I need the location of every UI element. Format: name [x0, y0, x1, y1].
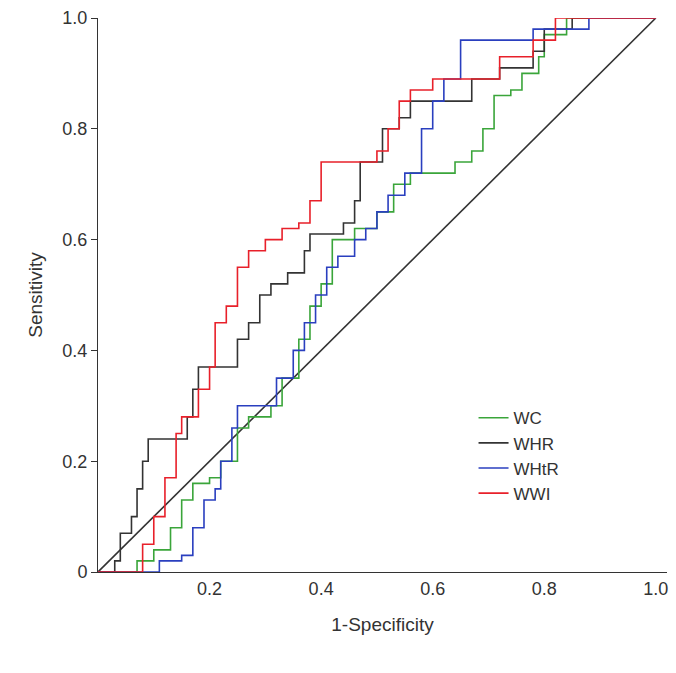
svg-text:0.8: 0.8 [62, 119, 87, 139]
svg-text:0.2: 0.2 [197, 579, 222, 599]
svg-text:0: 0 [77, 562, 87, 582]
svg-text:WHtR: WHtR [514, 460, 559, 479]
svg-text:WC: WC [514, 409, 542, 428]
svg-text:0.6: 0.6 [62, 230, 87, 250]
svg-text:WWI: WWI [514, 485, 551, 504]
svg-text:1-Specificity: 1-Specificity [331, 614, 434, 635]
svg-text:0.2: 0.2 [62, 452, 87, 472]
svg-text:1.0: 1.0 [643, 579, 668, 599]
svg-text:0.6: 0.6 [420, 579, 445, 599]
svg-text:0.4: 0.4 [62, 341, 87, 361]
svg-text:WHR: WHR [514, 435, 555, 454]
svg-text:0.4: 0.4 [309, 579, 334, 599]
svg-text:0.8: 0.8 [532, 579, 557, 599]
svg-text:Sensitivity: Sensitivity [25, 252, 46, 338]
svg-text:1.0: 1.0 [62, 8, 87, 28]
